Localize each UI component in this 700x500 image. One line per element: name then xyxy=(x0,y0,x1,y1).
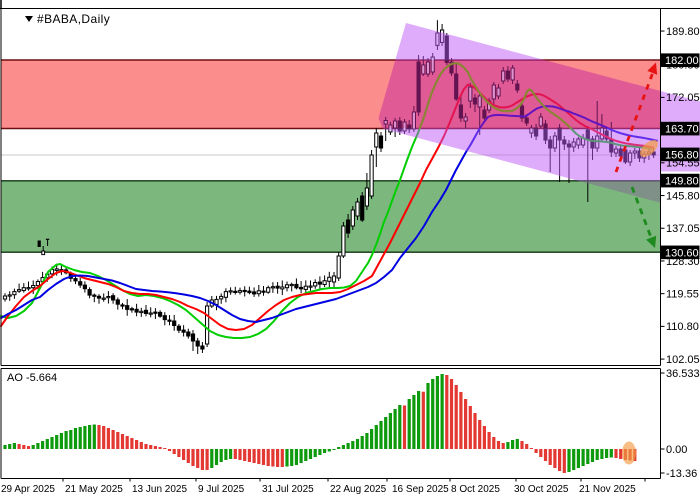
svg-text:149.80: 149.80 xyxy=(665,176,699,188)
svg-text:21 May 2025: 21 May 2025 xyxy=(65,484,123,495)
svg-text:189.80: 189.80 xyxy=(666,26,700,38)
svg-text:102.05: 102.05 xyxy=(666,354,700,366)
svg-text:145.80: 145.80 xyxy=(666,190,700,202)
svg-text:130.60: 130.60 xyxy=(665,247,699,259)
svg-text:16 Sep 2025: 16 Sep 2025 xyxy=(392,484,449,495)
svg-text:8 Oct 2025: 8 Oct 2025 xyxy=(451,484,500,495)
svg-text:31 Jul 2025: 31 Jul 2025 xyxy=(262,484,314,495)
svg-text:110.80: 110.80 xyxy=(666,321,699,333)
svg-text:13 Jun 2025: 13 Jun 2025 xyxy=(132,484,187,495)
svg-text:-13.36: -13.36 xyxy=(666,468,697,480)
svg-text:0.00: 0.00 xyxy=(666,444,687,456)
svg-text:9 Jul 2025: 9 Jul 2025 xyxy=(198,484,245,495)
svg-text:182.00: 182.00 xyxy=(665,55,699,67)
svg-text:36.533: 36.533 xyxy=(666,368,700,380)
svg-text:137.05: 137.05 xyxy=(666,223,700,235)
svg-text:163.70: 163.70 xyxy=(665,124,699,136)
svg-text:29 Apr 2025: 29 Apr 2025 xyxy=(1,484,55,495)
svg-text:#BABA,Daily: #BABA,Daily xyxy=(37,12,110,26)
svg-text:119.55: 119.55 xyxy=(666,289,699,301)
svg-text:22 Aug 2025: 22 Aug 2025 xyxy=(330,484,387,495)
svg-text:172.05: 172.05 xyxy=(666,92,700,104)
svg-text:156.80: 156.80 xyxy=(665,149,699,161)
svg-text:AO -5.664: AO -5.664 xyxy=(7,372,57,384)
svg-text:30 Oct 2025: 30 Oct 2025 xyxy=(514,484,569,495)
svg-text:21 Nov 2025: 21 Nov 2025 xyxy=(579,484,636,495)
